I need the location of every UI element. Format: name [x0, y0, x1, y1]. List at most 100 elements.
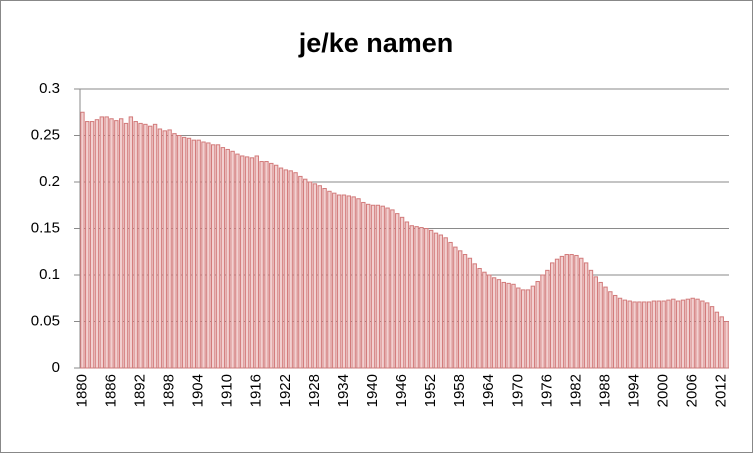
- x-tick-label: 1880: [73, 374, 90, 407]
- bar: [240, 155, 245, 369]
- y-tick-label: 0.2: [39, 173, 60, 190]
- x-tick-label: 1946: [393, 374, 410, 407]
- bar: [361, 201, 366, 369]
- bar: [579, 257, 584, 369]
- bar: [709, 306, 715, 369]
- bar: [700, 300, 705, 369]
- x-tick-label: 1988: [596, 374, 613, 407]
- bar: [118, 118, 124, 369]
- bar: [627, 300, 632, 369]
- bar: [695, 298, 700, 369]
- bar: [724, 321, 729, 369]
- bar: [482, 271, 487, 369]
- bar: [404, 221, 410, 369]
- bar: [583, 262, 589, 369]
- bar: [671, 298, 676, 369]
- x-tick-label: 1940: [364, 374, 381, 407]
- bar: [177, 135, 182, 369]
- bar: [666, 299, 671, 369]
- x-tick-label: 1934: [335, 374, 352, 407]
- bar: [535, 281, 540, 369]
- bar: [525, 289, 531, 369]
- bar: [622, 299, 628, 369]
- bar: [365, 203, 371, 369]
- bar: [283, 169, 289, 369]
- bar: [438, 234, 444, 369]
- bar: [327, 190, 332, 369]
- bar: [356, 198, 361, 369]
- bar: [574, 254, 579, 369]
- y-tick-label: 0.25: [31, 126, 60, 143]
- bar: [85, 121, 90, 369]
- bar: [254, 155, 259, 369]
- bar: [249, 157, 255, 369]
- y-tick-label: 0.05: [31, 312, 60, 329]
- x-tick-label: 1982: [567, 374, 584, 407]
- bar: [230, 150, 235, 369]
- bar: [409, 225, 414, 369]
- bar: [501, 281, 506, 369]
- bar: [201, 141, 206, 369]
- bar: [419, 227, 424, 369]
- x-tick-label: 1952: [422, 374, 439, 407]
- bar: [603, 286, 608, 369]
- bar: [453, 246, 458, 369]
- bar: [564, 254, 569, 369]
- x-tick-label: 1892: [132, 374, 149, 407]
- bar: [433, 232, 439, 369]
- bar: [520, 289, 526, 369]
- bar: [162, 130, 167, 369]
- x-tick-label: 1976: [538, 374, 555, 407]
- bar: [244, 156, 250, 369]
- bar: [399, 216, 405, 369]
- bar: [94, 119, 100, 369]
- bar: [206, 142, 211, 369]
- x-tick-label: 1970: [509, 374, 526, 407]
- bar: [690, 297, 695, 369]
- bar: [332, 192, 337, 369]
- bar: [617, 297, 623, 369]
- bar: [104, 116, 109, 369]
- bar: [496, 279, 502, 369]
- bar: [317, 185, 322, 369]
- x-tick-label: 2012: [713, 374, 730, 407]
- bar: [303, 178, 308, 369]
- x-tick-label: 1916: [248, 374, 265, 407]
- bar: [511, 283, 516, 369]
- bar: [157, 128, 163, 369]
- bar: [646, 301, 652, 369]
- bar: [705, 302, 710, 369]
- bar: [428, 229, 434, 369]
- bar: [148, 125, 153, 369]
- bar: [414, 226, 419, 369]
- bar: [210, 144, 216, 369]
- bar: [370, 204, 376, 369]
- bar: [719, 316, 724, 369]
- x-tick-label: 1886: [102, 374, 119, 407]
- y-tick-label: 0: [52, 359, 60, 376]
- bar: [714, 311, 720, 369]
- y-tick-label: 0.3: [39, 80, 60, 97]
- bar: [186, 137, 192, 369]
- x-tick-label: 1904: [190, 374, 207, 407]
- x-tick-label: 2006: [684, 374, 701, 407]
- bar: [458, 250, 463, 369]
- bar: [167, 129, 172, 369]
- bar: [385, 207, 390, 369]
- bar: [637, 301, 642, 369]
- x-tick-label: 1928: [306, 374, 323, 407]
- bar: [152, 123, 158, 369]
- bar: [80, 111, 85, 369]
- bar: [341, 194, 347, 369]
- bar: [293, 172, 298, 369]
- bar: [351, 196, 356, 369]
- bar: [395, 213, 400, 369]
- bar: [259, 161, 264, 369]
- x-tick-label: 1922: [277, 374, 294, 407]
- bar: [128, 116, 134, 369]
- y-tick-label: 0.15: [31, 219, 60, 236]
- bar: [278, 167, 284, 369]
- bar: [181, 136, 187, 369]
- bar: [288, 170, 293, 369]
